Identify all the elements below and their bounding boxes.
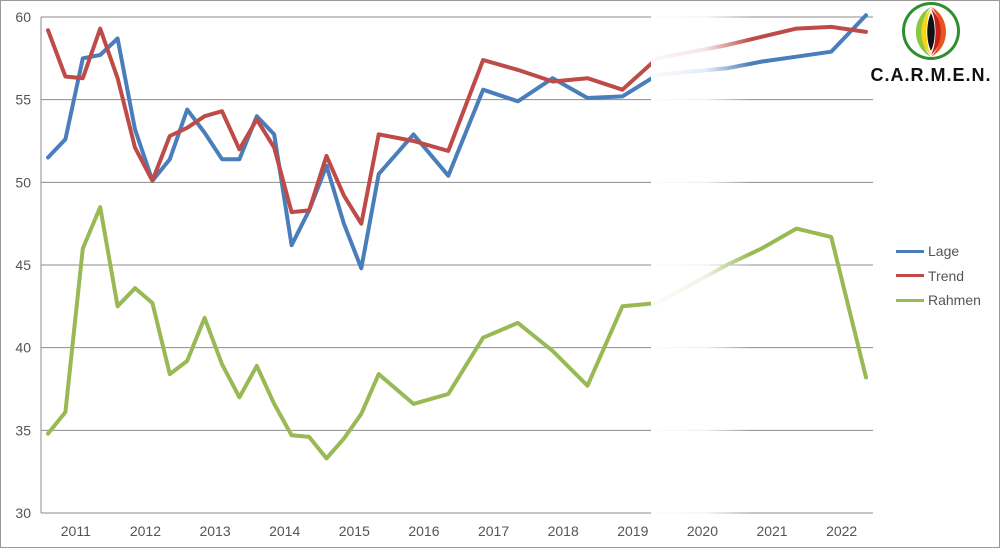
series-line-trend bbox=[46, 24, 868, 226]
x-tick-label: 2011 bbox=[61, 523, 91, 539]
y-tick-label: 35 bbox=[15, 422, 31, 438]
legend-label-trend: Trend bbox=[928, 267, 965, 284]
x-tick-label: 2021 bbox=[756, 523, 787, 539]
legend-item-trend: Trend bbox=[896, 264, 981, 289]
carmen-emblem-icon bbox=[902, 2, 960, 60]
y-tick-label: 45 bbox=[15, 257, 31, 273]
y-tick-label: 40 bbox=[15, 340, 31, 356]
legend-item-rahmen: Rahmen bbox=[896, 288, 981, 313]
x-tick-label: 2014 bbox=[269, 523, 300, 539]
carmen-logo: C.A.R.M.E.N. bbox=[863, 1, 999, 91]
legend: Lage Trend Rahmen bbox=[896, 239, 981, 313]
y-tick-label: 55 bbox=[15, 92, 31, 108]
x-tick-label: 2017 bbox=[478, 523, 509, 539]
x-tick-label: 2022 bbox=[826, 523, 857, 539]
y-tick-label: 50 bbox=[15, 174, 31, 190]
legend-label-lage: Lage bbox=[928, 243, 960, 260]
y-tick-label: 30 bbox=[15, 505, 31, 521]
legend-label-rahmen: Rahmen bbox=[928, 292, 981, 309]
x-tick-label: 2015 bbox=[339, 523, 370, 539]
series-line-lage bbox=[46, 13, 868, 271]
legend-swatch-rahmen bbox=[896, 298, 924, 302]
series-line-rahmen bbox=[46, 205, 868, 461]
x-tick-label: 2019 bbox=[617, 523, 648, 539]
x-tick-label: 2016 bbox=[408, 523, 439, 539]
legend-swatch-trend bbox=[896, 274, 924, 278]
x-tick-label: 2020 bbox=[687, 523, 718, 539]
logo-text: C.A.R.M.E.N. bbox=[870, 65, 992, 85]
x-tick-label: 2013 bbox=[199, 523, 230, 539]
forecast-fade-overlay bbox=[651, 5, 751, 517]
x-tick-label: 2018 bbox=[548, 523, 579, 539]
x-tick-label: 2012 bbox=[130, 523, 161, 539]
legend-swatch-lage bbox=[896, 249, 924, 253]
legend-item-lage: Lage bbox=[896, 239, 981, 264]
y-tick-label: 60 bbox=[15, 9, 31, 25]
